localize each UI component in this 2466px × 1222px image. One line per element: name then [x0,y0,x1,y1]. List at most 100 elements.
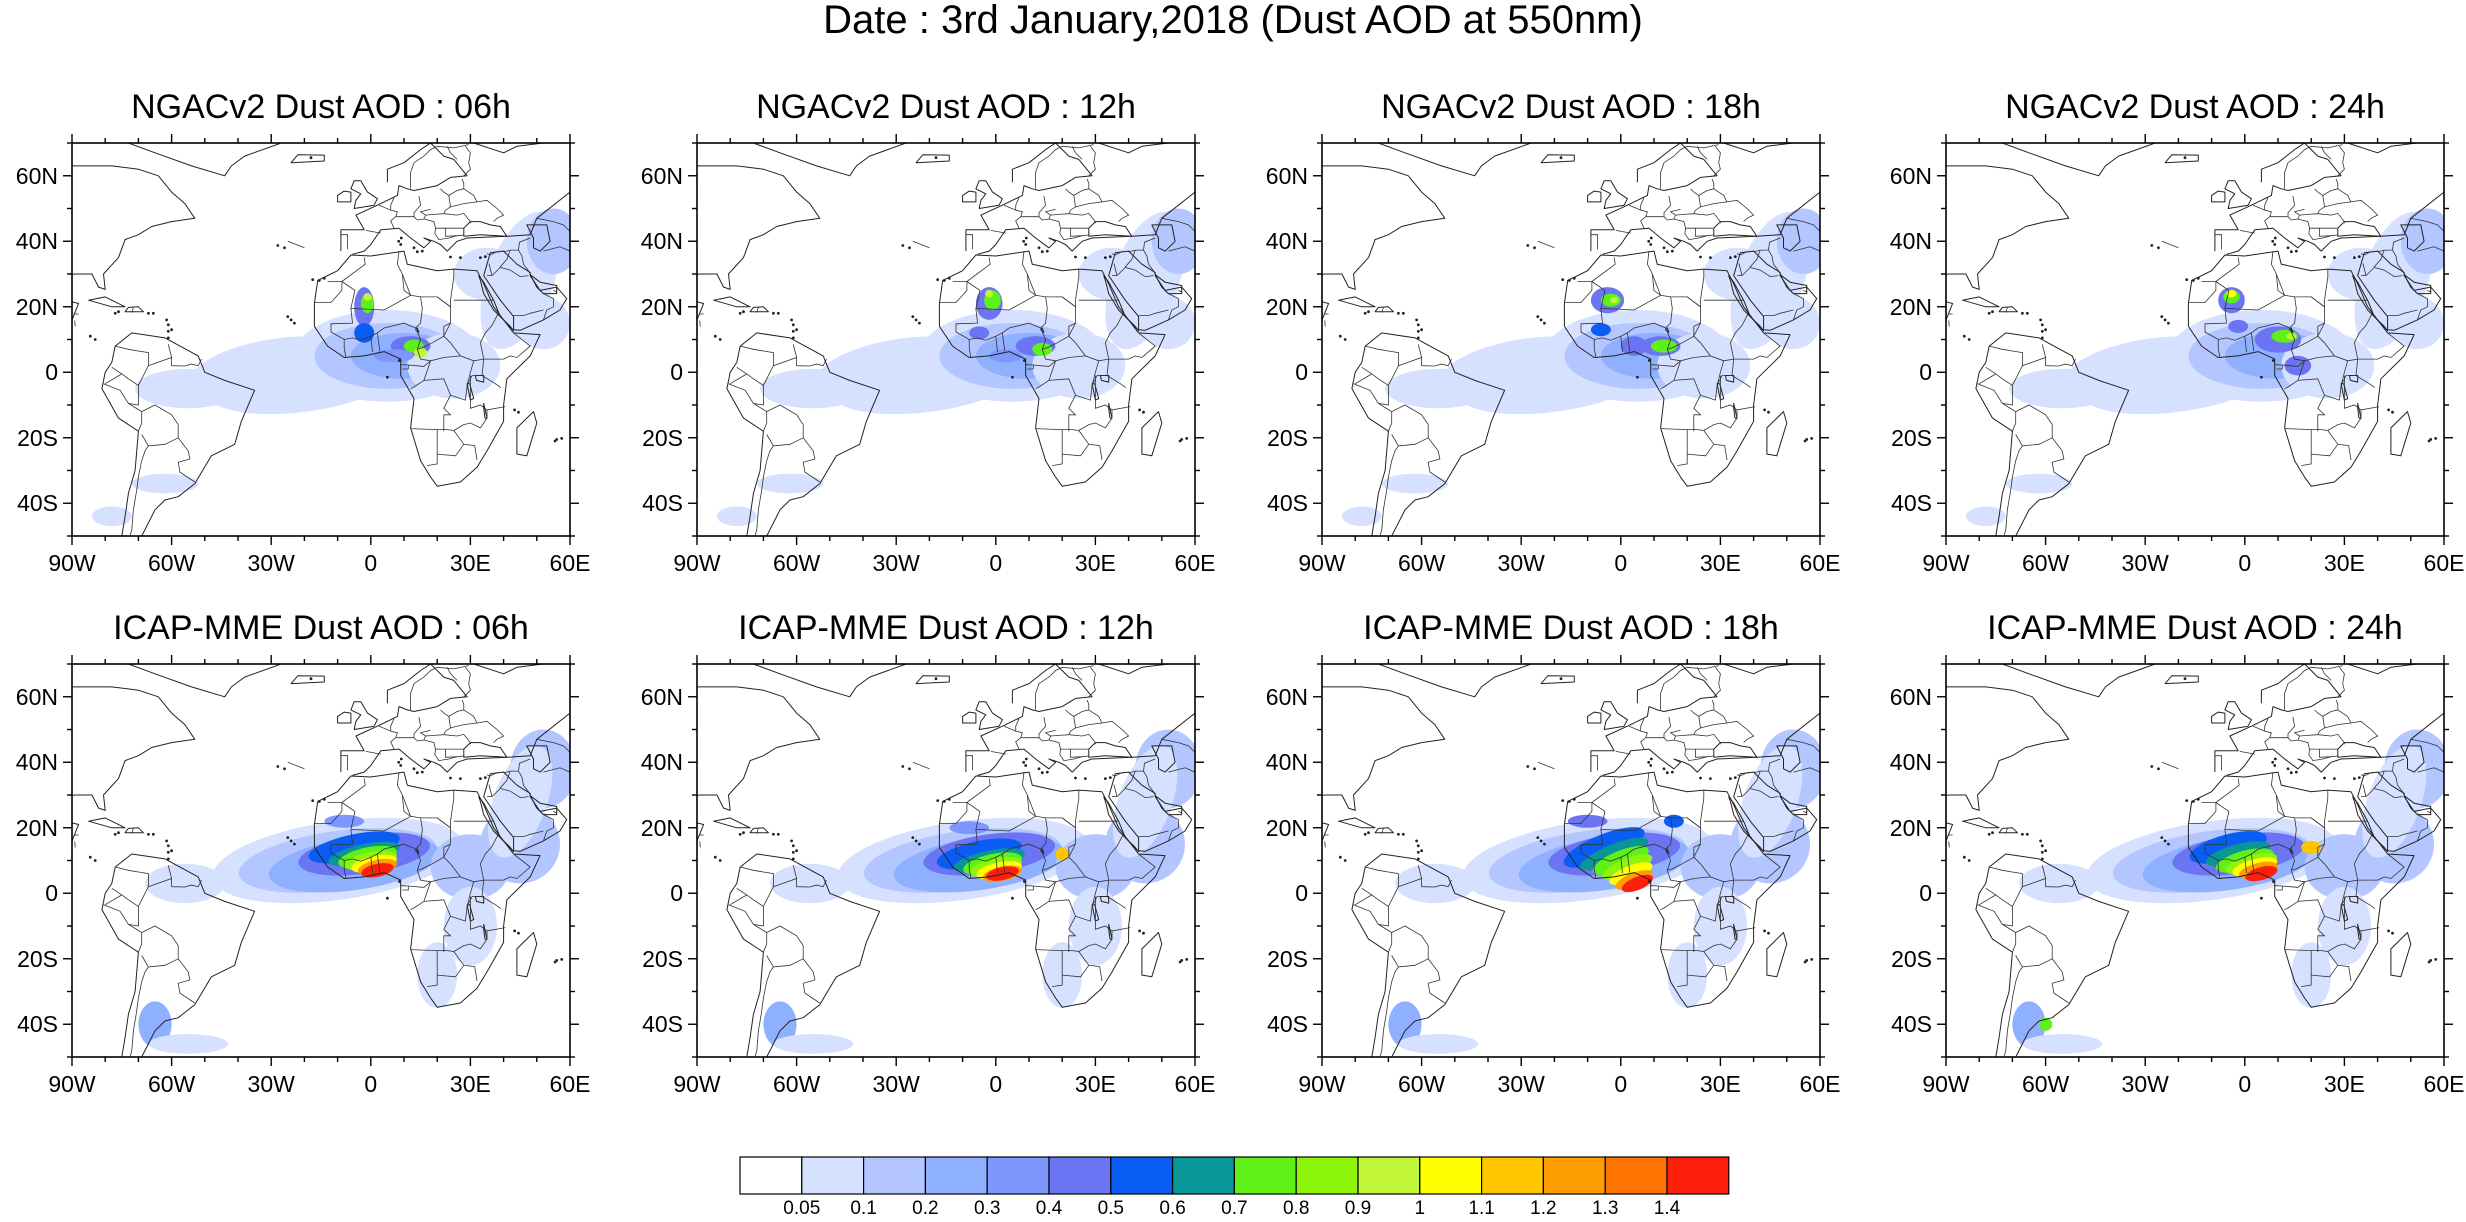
island [2039,839,2042,843]
island [2289,771,2293,775]
island [1665,771,1669,775]
colorbar-swatch [1604,1156,1668,1195]
island [2157,246,2160,250]
island [1415,839,1418,843]
country-border [365,751,381,755]
water-body [1151,224,1176,252]
country-border [1660,360,1681,389]
island [1138,408,1141,412]
country-border [427,950,438,987]
country-border [2041,344,2046,358]
country-border [1025,885,1034,891]
country-border [1111,249,1144,256]
country-border [104,373,123,385]
coastline [1011,664,1056,704]
colorbar-label: 1.3 [1591,1198,1619,1219]
coastline [1374,306,1394,313]
country-border [1062,444,1090,457]
country-border [1696,146,1708,160]
island [2196,276,2200,280]
island [2044,849,2047,853]
island [449,255,452,259]
dust-aod-area [2005,473,2073,494]
water-body [478,796,515,853]
island [177,1061,180,1064]
country-border [129,445,149,536]
island [791,329,795,333]
country-border [2410,217,2444,232]
island [166,336,170,340]
country-border [488,263,493,276]
colorbar-label: 1 [1414,1198,1426,1219]
island [1023,880,1026,883]
country-border [1078,409,1113,431]
panel-title: NGACv2 Dust AOD : 18h [1381,88,1761,126]
country-border [1720,375,1756,411]
island [795,328,798,332]
coastline [2260,664,2305,704]
coastline [1351,853,1506,1057]
country-border [466,359,485,386]
country-border [1684,749,1708,762]
country-border [408,360,431,367]
country-border [1948,320,1950,327]
island [2286,246,2290,250]
country-border [2293,729,2305,737]
water-body [1088,742,1133,758]
island [1572,276,1576,280]
island [2051,540,2054,543]
country-border [518,758,531,772]
country-border [2269,196,2296,218]
water-body [1108,923,1113,940]
latitude-tick-label: 20S [1267,424,1308,451]
country-border [1660,144,1719,189]
country-border [443,733,471,745]
country-border [443,395,452,432]
country-border [2360,249,2393,256]
longitude-tick-label: 0 [2238,1071,2252,1097]
island [1074,776,1077,780]
country-border [2217,339,2221,358]
dust-aod-area [354,323,375,343]
country-border [1106,896,1127,909]
coastline [337,190,352,203]
country-border [1564,281,1593,303]
country-border [1793,814,1804,842]
island [908,246,911,250]
country-border [1591,778,1616,803]
coastline [915,154,950,164]
country-border [2002,906,2017,953]
latitude-tick-label: 40N [1265,749,1308,776]
island [934,156,938,160]
water-body [2340,383,2349,401]
coastline [350,701,378,730]
country-border [1640,197,1645,211]
country-border [1113,263,1118,276]
water-body [1103,796,1140,853]
island [317,800,321,803]
latitude-tick-label: 40N [15,228,58,255]
island [785,538,788,541]
coastline [1563,250,1791,487]
island [283,246,286,250]
island [117,831,120,835]
country-border [536,217,570,232]
colorbar-swatch [1542,1156,1606,1195]
island [88,855,92,859]
island [2434,958,2438,961]
country-border [1713,709,1728,724]
country-border [481,375,502,388]
island [1539,318,1543,322]
island [553,439,557,443]
country-border [1693,212,1721,224]
latitude-tick-label: 20S [1891,945,1932,972]
country-border [2161,240,2179,249]
latitude-tick-label: 0 [45,880,58,907]
island [513,929,516,933]
country-border [2340,359,2359,386]
country-border [802,958,821,1004]
water-body [2357,923,2362,940]
latitude-tick-label: 40S [1891,490,1932,517]
country-border [1620,857,1623,873]
island [776,832,780,836]
